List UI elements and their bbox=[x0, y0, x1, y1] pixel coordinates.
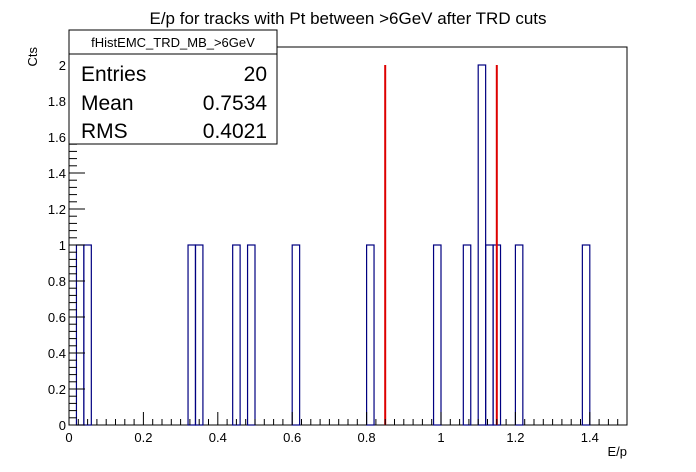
stats-box: fHistEMC_TRD_MB_>6GeV Entries 20 Mean 0.… bbox=[68, 29, 278, 145]
x-tick-label: 0.2 bbox=[134, 430, 152, 445]
x-tick-label: 1.4 bbox=[581, 430, 599, 445]
y-tick-label: 1.2 bbox=[48, 202, 66, 217]
y-tick-label: 0.4 bbox=[48, 346, 66, 361]
stats-mean-label: Mean bbox=[81, 92, 134, 115]
y-tick-label: 1 bbox=[59, 238, 66, 253]
histogram-bin-3 bbox=[194, 244, 204, 426]
histogram-bin-14 bbox=[581, 244, 591, 426]
y-tick-label: 1.8 bbox=[48, 94, 66, 109]
x-axis-label: E/p bbox=[607, 444, 627, 459]
y-tick-label: 0.6 bbox=[48, 310, 66, 325]
stats-mean-value: 0.7534 bbox=[203, 92, 268, 115]
x-tick-label: 1.2 bbox=[506, 430, 524, 445]
histogram-bin-1 bbox=[83, 244, 92, 426]
histogram-bin-2 bbox=[187, 244, 197, 426]
cut-lines bbox=[384, 65, 498, 425]
y-tick-label: 1.4 bbox=[48, 166, 66, 181]
stats-rms-label: RMS bbox=[81, 120, 128, 143]
y-axis: 0 0.2 0.4 0.6 0.8 1 1.2 1.4 1.6 1.8 2 bbox=[48, 50, 85, 433]
histogram-bin-13 bbox=[514, 244, 524, 426]
y-tick-label: 1.6 bbox=[48, 130, 66, 145]
x-tick-label: 0.8 bbox=[358, 430, 376, 445]
y-tick-label: 2 bbox=[59, 58, 66, 73]
histogram-bin-8 bbox=[432, 244, 442, 426]
histogram-bin-4 bbox=[232, 244, 241, 426]
y-tick-label: 0 bbox=[59, 418, 66, 433]
stats-box-name: fHistEMC_TRD_MB_>6GeV bbox=[91, 35, 255, 50]
histogram-bin-5 bbox=[246, 244, 256, 426]
x-tick-label: 1 bbox=[437, 430, 444, 445]
histogram-bin-7 bbox=[366, 244, 375, 426]
x-tick-label: 0 bbox=[65, 430, 72, 445]
x-tick-label: 0.4 bbox=[209, 430, 227, 445]
x-axis: 0 0.2 0.4 0.6 0.8 1 1.2 1.4 bbox=[65, 412, 628, 445]
stats-entries-value: 20 bbox=[244, 63, 267, 86]
histogram-bin-6 bbox=[291, 244, 301, 426]
histogram-bin-11 bbox=[485, 244, 494, 426]
x-tick-label: 0.6 bbox=[283, 430, 301, 445]
stats-box-frame bbox=[68, 29, 278, 145]
y-tick-label: 0.2 bbox=[48, 382, 66, 397]
y-tick-label: 0.8 bbox=[48, 274, 66, 289]
histogram-bin-0 bbox=[75, 244, 85, 426]
stats-entries-label: Entries bbox=[81, 63, 146, 86]
chart-title: E/p for tracks with Pt between >6GeV aft… bbox=[150, 9, 547, 28]
histogram-bars bbox=[75, 64, 591, 426]
histogram-bin-10 bbox=[477, 64, 487, 426]
y-axis-label: Cts bbox=[25, 47, 40, 67]
histogram-bin-9 bbox=[462, 244, 472, 426]
stats-rms-value: 0.4021 bbox=[203, 120, 267, 143]
